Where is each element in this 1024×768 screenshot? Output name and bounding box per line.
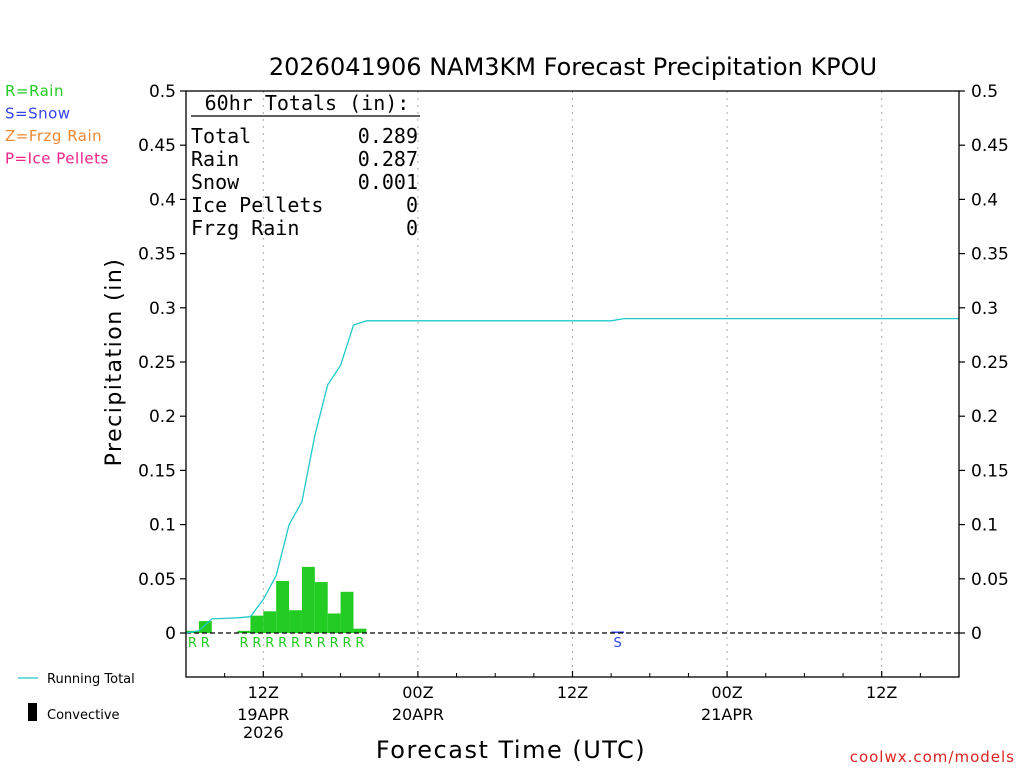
y-tick-label: 0.3	[149, 299, 176, 319]
y-tick-label: 0.1	[149, 516, 176, 536]
totals-row-value: 0.001	[358, 170, 418, 194]
x-tick-date: 21APR	[701, 705, 753, 724]
totals-row-value: 0	[406, 193, 418, 217]
y-tick-label: 0.2	[971, 407, 998, 427]
y-axis-label: Precipitation (in)	[102, 258, 127, 467]
precip-type-legend: R=Rain S=Snow Z=Frzg Rain P=Ice Pellets	[5, 82, 109, 168]
credit-text: coolwx.com/models	[850, 748, 1015, 766]
precip-bar	[250, 615, 264, 633]
y-tick-label: 0.4	[971, 190, 998, 210]
y-axis-right: 0 0.05 0.1 0.15 0.2 0.25 0.3 0.35 0.4 0.45 0.5	[959, 82, 1009, 644]
totals-row-label: Total	[191, 124, 251, 148]
y-axis-left: 0 0.05 0.1 0.15 0.2 0.25 0.3 0.35 0.4 0.45 0.5	[138, 82, 186, 644]
precip-bar	[276, 580, 290, 633]
totals-row-label: Snow	[191, 170, 240, 194]
x-tick-label: 12Z	[248, 683, 279, 702]
y-tick-label: 0.35	[138, 245, 176, 265]
precip-bar	[198, 621, 212, 633]
y-tick-label: 0.45	[971, 136, 1009, 156]
chart-title: 2026041906 NAM3KM Forecast Precipitation…	[269, 53, 877, 81]
precip-type-label: R	[188, 636, 197, 651]
precip-type-label: R	[278, 636, 287, 651]
x-tick-year: 2026	[243, 723, 284, 742]
x-tick-date: 20APR	[392, 705, 444, 724]
totals-row-label: Frzg Rain	[191, 216, 299, 240]
precip-type-label: R	[304, 636, 313, 651]
x-tick-label: 00Z	[402, 683, 433, 702]
precip-type-label: R	[291, 636, 300, 651]
precip-bar	[263, 611, 277, 633]
precip-bar	[237, 630, 251, 633]
y-tick-label: 0.25	[138, 353, 176, 373]
legend-item: Z=Frzg Rain	[5, 127, 102, 145]
precip-bar	[301, 566, 315, 633]
precip-type-label: R	[239, 636, 248, 651]
precip-bar	[340, 591, 354, 633]
bottom-legend-label: Running Total	[47, 672, 135, 687]
y-tick-label: 0	[971, 624, 982, 644]
convective-swatch	[28, 703, 37, 721]
y-tick-label: 0.15	[138, 461, 176, 481]
precip-bar	[611, 631, 625, 633]
precip-bars	[186, 566, 625, 633]
totals-row-value: 0.289	[358, 124, 418, 148]
y-tick-label: 0.25	[971, 353, 1009, 373]
grid-lines	[262, 91, 883, 677]
legend-item: P=Ice Pellets	[5, 150, 109, 168]
legend-item: R=Rain	[5, 82, 64, 100]
y-tick-label: 0.2	[149, 407, 176, 427]
x-axis-label: Forecast Time (UTC)	[376, 736, 646, 764]
precip-type-label: S	[613, 636, 621, 651]
precip-bar	[327, 613, 341, 633]
y-tick-label: 0.15	[971, 461, 1009, 481]
x-tick-label: 00Z	[711, 683, 742, 702]
x-tick-label: 12Z	[866, 683, 897, 702]
y-tick-label: 0.1	[971, 516, 998, 536]
precip-bar	[314, 582, 328, 633]
y-tick-label: 0.5	[149, 82, 176, 102]
precip-type-label: R	[201, 636, 210, 651]
precip-type-label: R	[343, 636, 352, 651]
precip-type-label: R	[317, 636, 326, 651]
y-tick-label: 0	[165, 624, 176, 644]
y-tick-label: 0.5	[971, 82, 998, 102]
x-tick-label: 12Z	[557, 683, 588, 702]
totals-header: 60hr Totals (in):	[205, 91, 410, 115]
totals-box: 60hr Totals (in): Total 0.289 Rain 0.287 Sno…	[191, 91, 420, 240]
bottom-legend-label: Convective	[47, 708, 120, 723]
totals-row-value: 0	[406, 216, 418, 240]
totals-row-label: Ice Pellets	[191, 193, 323, 217]
y-tick-label: 0.05	[971, 570, 1009, 590]
precip-bar	[289, 610, 302, 633]
precip-type-label: R	[355, 636, 364, 651]
y-tick-label: 0.45	[138, 136, 176, 156]
totals-row-value: 0.287	[358, 147, 418, 171]
legend-item: S=Snow	[5, 105, 71, 123]
totals-row-label: Rain	[191, 147, 239, 171]
running-total-line	[185, 317, 959, 634]
y-tick-label: 0.3	[971, 299, 998, 319]
precip-type-label: R	[265, 636, 274, 651]
y-tick-label: 0.05	[138, 570, 176, 590]
precip-type-label: R	[252, 636, 261, 651]
precip-type-label: R	[330, 636, 339, 651]
bottom-legend: Running Total Convective	[18, 672, 135, 723]
precip-bar	[353, 628, 367, 633]
x-tick-date: 19APR	[237, 705, 289, 724]
y-tick-label: 0.4	[149, 190, 176, 210]
y-tick-label: 0.35	[971, 245, 1009, 265]
